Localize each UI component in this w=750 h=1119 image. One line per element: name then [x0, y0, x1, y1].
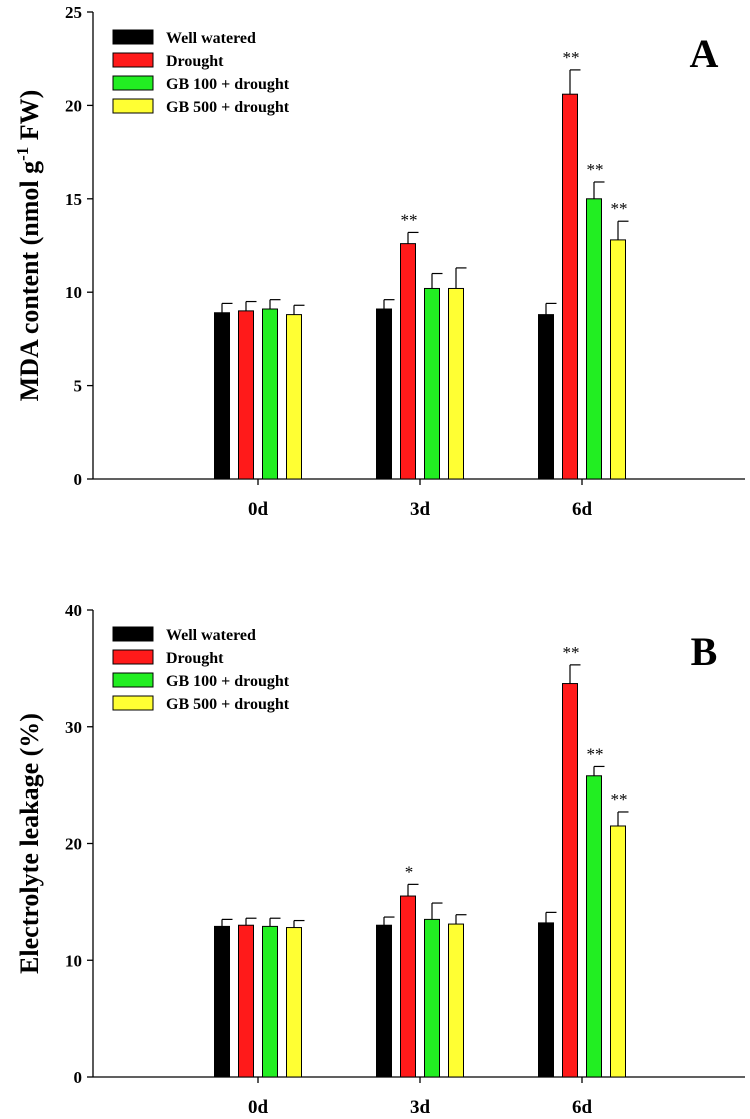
legend-swatch — [112, 75, 154, 91]
y-tick-label: 10 — [65, 283, 82, 302]
bar-well-watered-0d — [214, 925, 230, 1078]
y-tick-label: 20 — [65, 835, 82, 854]
legend-swatch — [112, 98, 154, 114]
bar-drought-0d — [238, 310, 254, 480]
bar-well-watered-0d — [214, 312, 230, 480]
legend-swatch — [112, 672, 154, 688]
bar-gb-100-drought-6d — [586, 198, 602, 480]
legend-swatch — [112, 626, 154, 642]
bar-well-watered-3d — [376, 308, 392, 480]
x-tick-label: 6d — [572, 1097, 593, 1118]
legend-swatch — [112, 649, 154, 665]
bar-well-watered-6d — [538, 922, 554, 1078]
y-axis-label: Electrolyte leakage (%) — [15, 713, 44, 974]
panel-label: B — [691, 629, 718, 674]
bar-gb-500-drought-3d — [448, 287, 464, 480]
bar-gb-100-drought-3d — [424, 918, 440, 1078]
bar-gb-100-drought-6d — [586, 775, 602, 1078]
x-tick-label: 0d — [248, 1097, 269, 1118]
legend-label: GB 500 + drought — [166, 696, 290, 713]
x-tick-label: 3d — [410, 499, 431, 520]
significance-mark: * — [405, 862, 414, 881]
panel-label: A — [690, 31, 719, 76]
y-axis-label: MDA content (nmol g-1 FW) — [13, 90, 44, 402]
x-tick-label: 0d — [248, 499, 269, 520]
bar-gb-500-drought-6d — [610, 239, 626, 480]
significance-mark: ** — [611, 790, 628, 809]
y-tick-label: 5 — [74, 377, 83, 396]
bar-well-watered-3d — [376, 924, 392, 1078]
legend-label: Well watered — [166, 30, 256, 47]
bar-drought-6d — [562, 683, 578, 1078]
legend-label: Drought — [166, 53, 224, 70]
y-tick-label: 40 — [65, 601, 82, 620]
y-tick-label: 0 — [74, 1068, 83, 1087]
bar-drought-0d — [238, 924, 254, 1078]
y-tick-label: 30 — [65, 718, 82, 737]
y-tick-label: 25 — [65, 3, 82, 22]
bar-gb-500-drought-3d — [448, 923, 464, 1078]
bar-gb-100-drought-3d — [424, 287, 440, 480]
bar-drought-3d — [400, 895, 416, 1078]
significance-mark: ** — [401, 210, 418, 229]
legend-label: GB 100 + drought — [166, 76, 290, 93]
bar-drought-6d — [562, 93, 578, 480]
bar-gb-100-drought-0d — [262, 308, 278, 480]
significance-mark: ** — [587, 744, 604, 763]
significance-mark: ** — [563, 48, 580, 67]
bar-drought-3d — [400, 243, 416, 480]
x-tick-label: 3d — [410, 1097, 431, 1118]
legend-swatch — [112, 29, 154, 45]
bar-gb-500-drought-0d — [286, 927, 302, 1078]
legend-label: GB 500 + drought — [166, 99, 290, 116]
panel-A: 0 5 10 15 20 25 0d 3d 6d MDA content (nmol g-1 FW… — [13, 3, 745, 520]
x-tick-label: 6d — [572, 499, 593, 520]
legend-swatch — [112, 695, 154, 711]
significance-mark: ** — [563, 643, 580, 662]
bar-gb-500-drought-0d — [286, 314, 302, 480]
bar-gb-100-drought-0d — [262, 925, 278, 1078]
legend-label: GB 100 + drought — [166, 673, 290, 690]
legend-label: Well watered — [166, 627, 256, 644]
significance-mark: ** — [587, 160, 604, 179]
y-tick-label: 10 — [65, 951, 82, 970]
y-tick-label: 15 — [65, 190, 82, 209]
bar-gb-500-drought-6d — [610, 825, 626, 1078]
legend-label: Drought — [166, 650, 224, 667]
y-tick-label: 0 — [74, 470, 83, 489]
bar-well-watered-6d — [538, 314, 554, 480]
significance-mark: ** — [611, 199, 628, 218]
legend-swatch — [112, 52, 154, 68]
y-tick-label: 20 — [65, 96, 82, 115]
